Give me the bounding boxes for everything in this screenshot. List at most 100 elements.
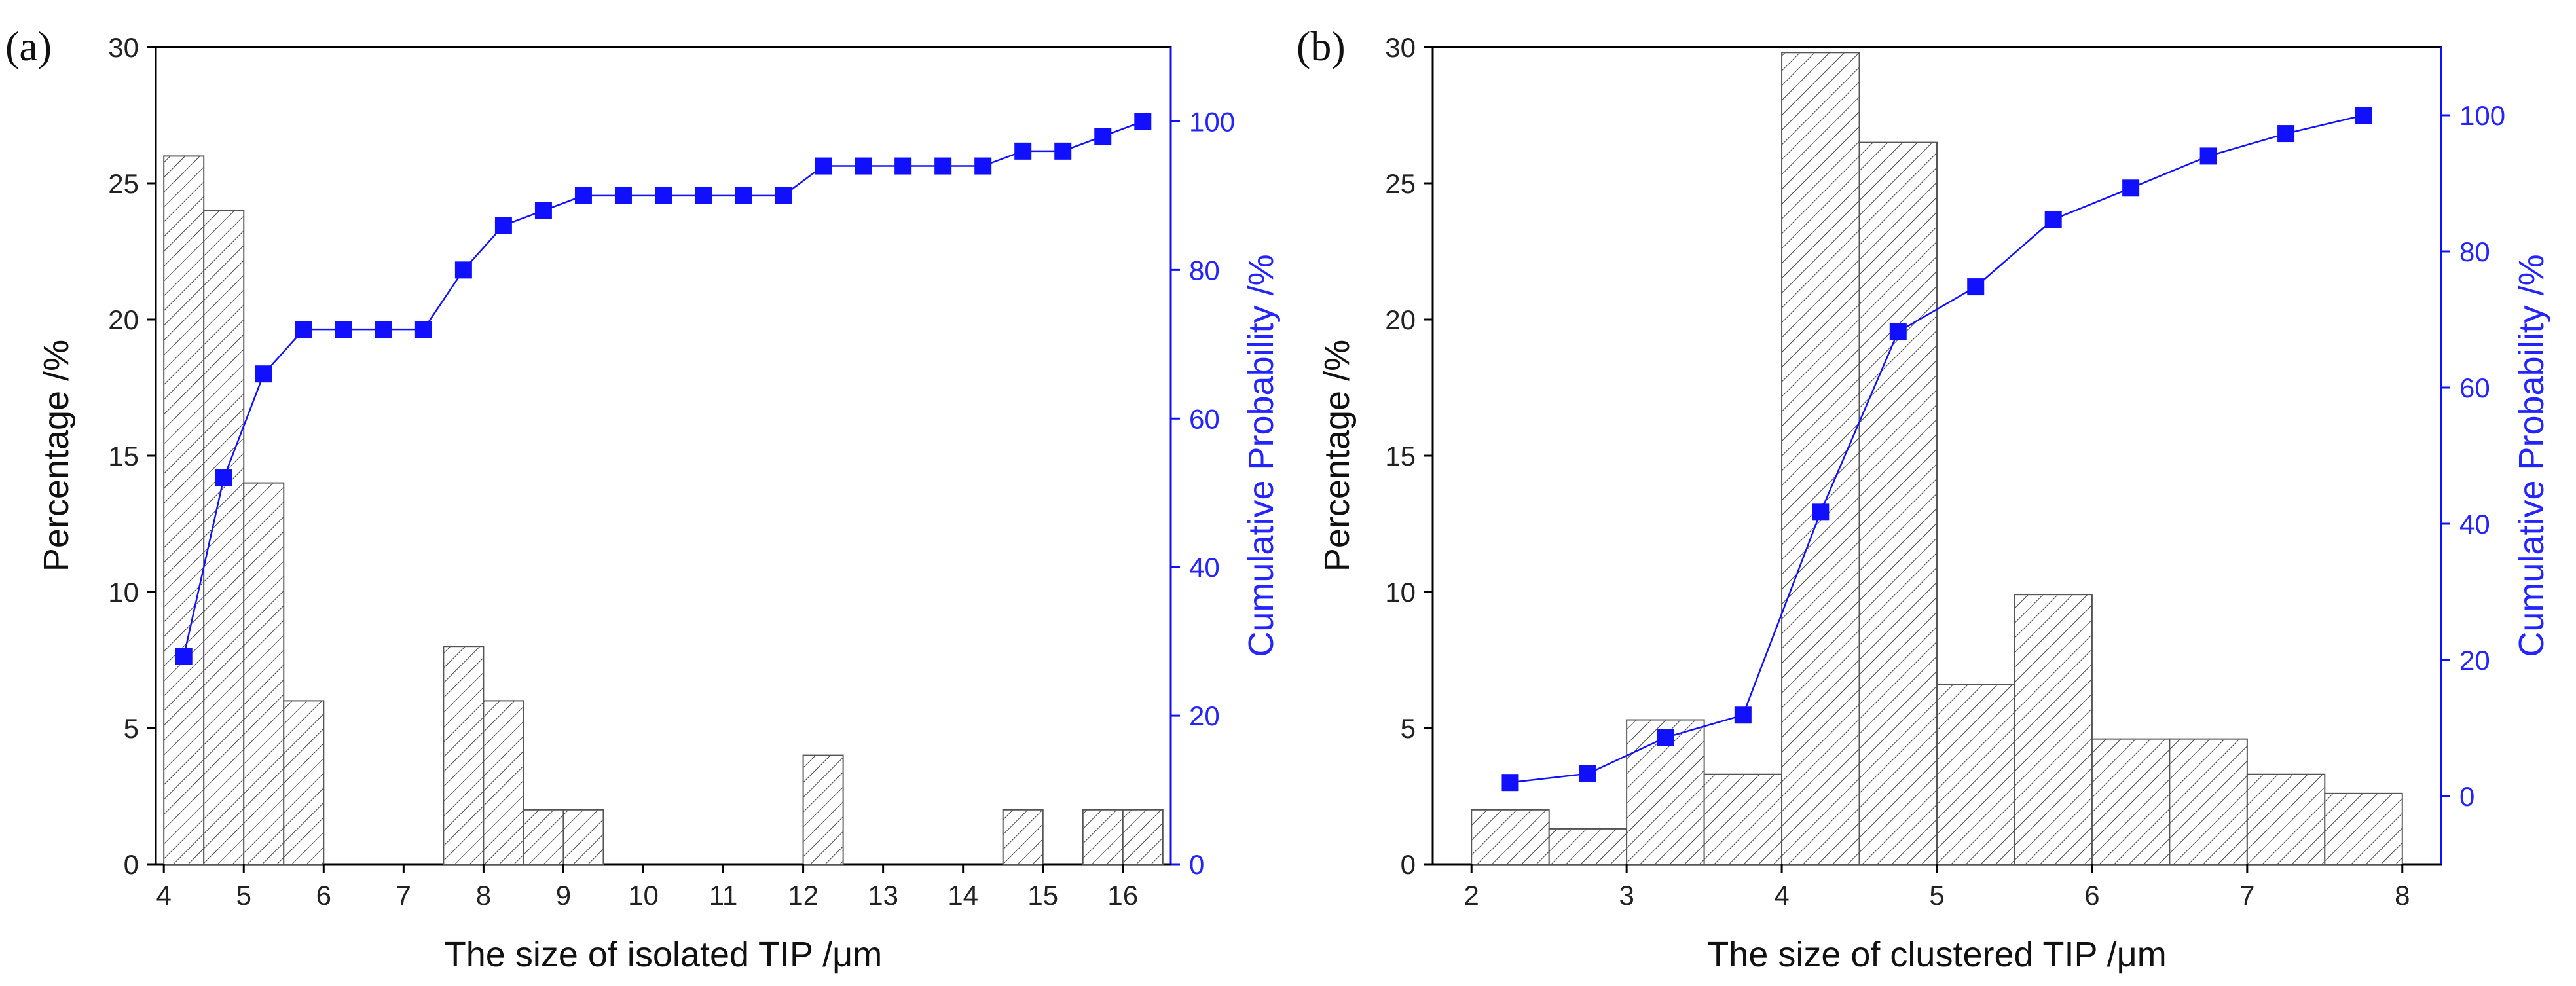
y-tick-label: 0	[124, 849, 139, 880]
data-point	[1734, 706, 1752, 724]
bar	[1703, 773, 1783, 865]
bar	[483, 700, 524, 866]
y2-tick-label: 20	[1189, 701, 1220, 731]
x-tick-label: 4	[1774, 880, 1789, 911]
bar	[1082, 809, 1124, 866]
bar	[2091, 738, 2171, 866]
data-point	[2355, 107, 2372, 124]
data-point	[1501, 774, 1519, 792]
y-tick-label: 15	[1385, 441, 1416, 471]
bar	[203, 210, 245, 866]
panel-label: (b)	[1297, 23, 1346, 69]
data-point	[175, 648, 193, 665]
bars	[1471, 52, 2403, 866]
x-tick-label: 6	[316, 880, 331, 911]
y2-tick-label: 60	[1189, 403, 1220, 434]
data-point	[1657, 729, 1674, 746]
data-point	[1579, 765, 1596, 782]
data-point	[534, 202, 552, 219]
data-point	[934, 157, 952, 175]
cumulative-series	[175, 113, 1152, 665]
y2-tick-label: 80	[2459, 236, 2490, 267]
y-tick-label: 20	[108, 304, 139, 335]
x-tick-label: 8	[476, 880, 491, 911]
data-point	[335, 321, 352, 338]
data-point	[1812, 503, 1830, 521]
y2-tick-label: 80	[1189, 255, 1220, 285]
data-point	[2199, 147, 2217, 165]
x-tick-label: 15	[1027, 880, 1058, 911]
data-point	[1889, 323, 1907, 340]
x-axis-title: The size of clustered TIP /μm	[1707, 935, 2166, 974]
data-point	[2122, 179, 2140, 197]
bar	[2246, 773, 2326, 865]
data-point	[735, 187, 752, 204]
bar	[1471, 809, 1550, 866]
panel-b: (b) 2 3 4 5 6 7 8 0 5 10 15 20 25 30 0 20 40 60 80 100 Th…	[1297, 23, 2551, 974]
bar	[1781, 52, 1860, 866]
bar	[2324, 792, 2403, 865]
y2-tick-label: 100	[1189, 106, 1235, 137]
data-point	[855, 157, 872, 175]
x-tick-label: 4	[156, 880, 172, 911]
bars	[163, 155, 1164, 866]
data-point	[614, 187, 632, 204]
x-tick-label: 11	[709, 880, 738, 911]
data-point	[414, 321, 432, 338]
x-tick-label: 3	[1619, 880, 1634, 911]
x-tick-label: 7	[2239, 880, 2254, 911]
bar	[1002, 809, 1044, 866]
y-axis-ticks: 0 5 10 15 20 25 30	[108, 32, 156, 880]
y-tick-label: 30	[1385, 32, 1416, 63]
y2-axis-title: Cumulative Probability /%	[1242, 254, 1281, 657]
y-tick-label: 0	[1401, 849, 1416, 880]
data-point	[494, 217, 512, 234]
x-tick-label: 16	[1107, 880, 1138, 911]
y-axis-ticks: 0 5 10 15 20 25 30	[1385, 32, 1433, 880]
bar	[2014, 594, 2093, 865]
x-tick-label: 8	[2395, 880, 2410, 911]
data-point	[1014, 142, 1032, 160]
data-point	[974, 157, 992, 175]
data-point	[894, 157, 912, 175]
data-point	[1094, 128, 1112, 145]
data-point	[695, 187, 712, 204]
x-tick-label: 14	[948, 880, 978, 911]
data-point	[655, 187, 672, 204]
data-point	[295, 321, 312, 338]
y2-axis-ticks: 0 20 40 60 80 100	[2441, 100, 2505, 812]
x-axis-title: The size of isolated TIP /μm	[445, 935, 882, 974]
y-tick-label: 5	[124, 713, 139, 744]
y-tick-label: 30	[108, 32, 139, 63]
data-point	[574, 187, 592, 204]
bar	[1858, 141, 1938, 866]
data-point	[255, 365, 272, 383]
data-point	[375, 321, 392, 338]
y-tick-label: 25	[108, 168, 139, 199]
x-tick-label: 7	[396, 880, 411, 911]
data-point	[454, 261, 472, 279]
bar	[443, 646, 485, 865]
x-tick-label: 9	[556, 880, 571, 911]
y2-tick-label: 40	[1189, 552, 1220, 583]
data-point	[775, 187, 792, 204]
y2-tick-label: 0	[2459, 781, 2475, 812]
data-point	[2277, 125, 2295, 143]
y2-tick-label: 20	[2459, 645, 2490, 676]
y2-tick-label: 0	[1189, 849, 1204, 880]
panel-label: (a)	[5, 23, 52, 69]
y-tick-label: 10	[1385, 577, 1416, 608]
x-axis-ticks: 2 3 4 5 6 7 8	[1464, 864, 2410, 911]
y2-axis-ticks: 0 20 40 60 80 100	[1171, 106, 1235, 880]
y-tick-label: 10	[108, 577, 139, 608]
bar	[1548, 828, 1628, 866]
x-tick-label: 13	[868, 880, 898, 911]
bar	[1936, 684, 2015, 865]
y-tick-label: 5	[1401, 713, 1416, 744]
data-point	[1967, 278, 1985, 296]
data-point	[2044, 211, 2062, 228]
y-axis-title: Percentage /%	[1317, 340, 1357, 572]
bar	[2169, 738, 2248, 866]
y2-tick-label: 100	[2459, 100, 2505, 131]
